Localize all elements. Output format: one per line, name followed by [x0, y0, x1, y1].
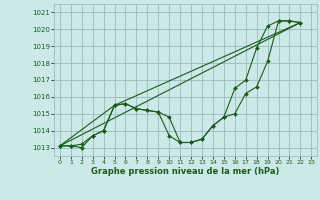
X-axis label: Graphe pression niveau de la mer (hPa): Graphe pression niveau de la mer (hPa) [92, 167, 280, 176]
